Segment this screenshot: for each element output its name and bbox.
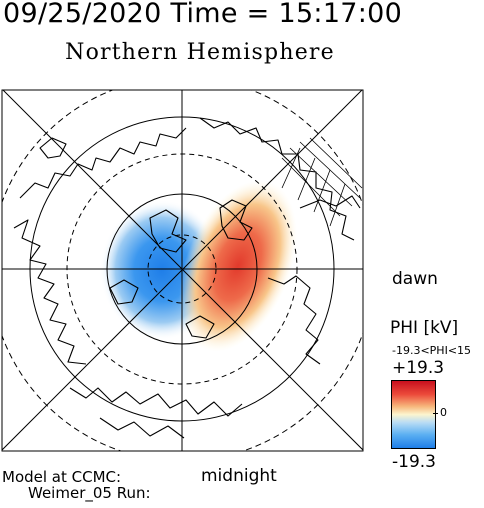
colorbar-max-label: +19.3 bbox=[392, 358, 445, 378]
positive-potential-cell bbox=[179, 180, 297, 352]
colorbar-range-text: -19.3<PHI<15 bbox=[392, 344, 472, 357]
coastline bbox=[267, 275, 321, 365]
polar-potential-map bbox=[1, 89, 364, 452]
coastline bbox=[99, 417, 185, 439]
plot-frame bbox=[1, 89, 364, 452]
colorbar bbox=[391, 380, 436, 449]
datetime-header: 09/25/2020 Time = 15:17:00 bbox=[3, 0, 403, 29]
coastline bbox=[299, 195, 361, 209]
run-label: Weimer_05 Run: bbox=[28, 484, 151, 502]
midnight-label: midnight bbox=[201, 466, 277, 486]
dawn-label: dawn bbox=[392, 269, 438, 289]
meridian-line bbox=[2, 90, 363, 451]
colorbar-min-label: -19.3 bbox=[392, 452, 436, 472]
coastline bbox=[149, 209, 187, 253]
plot-title: Northern Hemisphere bbox=[65, 40, 335, 65]
coastline bbox=[69, 387, 243, 417]
coastline bbox=[109, 279, 139, 305]
coastline bbox=[219, 199, 253, 241]
colorbar-zero-label: 0 bbox=[440, 406, 447, 419]
colorbar-zero-tick bbox=[433, 413, 438, 414]
graticule-grid bbox=[281, 137, 363, 227]
coastline bbox=[19, 127, 187, 199]
coastline bbox=[13, 219, 87, 365]
model-label: Model at CCMC: bbox=[2, 468, 122, 486]
coastline bbox=[185, 315, 215, 339]
colorbar-title: PHI [kV] bbox=[390, 318, 459, 338]
coastline bbox=[39, 137, 67, 159]
